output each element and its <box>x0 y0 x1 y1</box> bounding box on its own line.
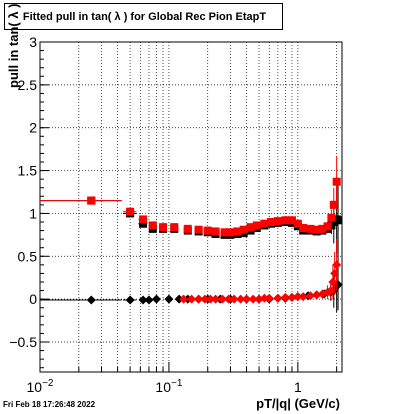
data-point <box>144 295 154 305</box>
data-point <box>159 223 168 232</box>
data-point <box>194 294 204 304</box>
data-point <box>226 228 235 237</box>
y-tick-label: 3 <box>29 34 37 50</box>
data-point <box>281 216 290 225</box>
series-3 <box>179 239 342 304</box>
x-tick-label: 10−2 <box>27 378 54 395</box>
data-point <box>246 223 255 232</box>
data-point <box>298 292 308 302</box>
y-tick-label: 1 <box>29 205 37 221</box>
data-point <box>139 215 148 224</box>
data-marks <box>40 156 343 312</box>
data-point <box>248 294 258 304</box>
data-point <box>203 226 212 235</box>
series-2 <box>40 258 343 312</box>
data-point <box>148 221 157 230</box>
data-point <box>200 294 210 304</box>
data-point <box>312 290 322 300</box>
data-point <box>273 293 283 303</box>
data-point <box>126 207 135 216</box>
y-tick-label: 0 <box>29 291 37 307</box>
x-tick-label: 1 <box>294 379 302 395</box>
chart-title: Fitted pull in tan( λ ) for Global Rec P… <box>22 11 267 23</box>
data-point <box>280 292 290 302</box>
data-point <box>229 294 239 304</box>
data-point <box>211 294 221 304</box>
data-point <box>332 177 341 186</box>
y-tick-label: 1.5 <box>18 163 38 179</box>
x-tick-label: 10−1 <box>155 378 182 395</box>
data-point <box>305 291 315 301</box>
data-point <box>323 222 332 231</box>
data-point <box>151 294 161 304</box>
data-point <box>220 228 229 237</box>
y-tick-label: 2.5 <box>18 77 38 93</box>
data-point <box>267 218 276 226</box>
axis-ticks: 3 2.5 2 1.5 1 0.5 0 −0.5 10−2 10−1 1 <box>9 34 338 395</box>
data-point <box>264 293 274 303</box>
data-point <box>217 294 227 304</box>
data-point <box>170 223 179 232</box>
data-point <box>211 227 220 236</box>
data-point <box>329 200 338 209</box>
y-tick-label: −0.5 <box>9 334 37 350</box>
data-point <box>299 224 308 232</box>
data-point <box>239 225 248 234</box>
data-point <box>332 260 342 270</box>
data-point <box>205 294 215 304</box>
plot-frame <box>39 41 343 373</box>
data-point <box>125 295 135 305</box>
data-point <box>87 196 96 205</box>
data-point <box>327 213 336 222</box>
timestamp: Fri Feb 18 17:26:48 2022 <box>3 400 96 409</box>
y-axis-label: pull in tan( λ ) <box>6 3 21 89</box>
data-point <box>86 295 96 305</box>
data-point <box>318 224 327 233</box>
y-tick-label: 0.5 <box>18 248 38 264</box>
data-point <box>287 216 296 225</box>
grid-lines <box>39 41 342 372</box>
data-point <box>164 294 174 304</box>
data-point <box>260 219 269 228</box>
data-point <box>273 217 282 226</box>
series-1 <box>40 156 341 237</box>
data-point <box>139 219 148 228</box>
chart-title-box: Fitted pull in tan( λ ) for Global Rec P… <box>4 3 283 30</box>
data-point <box>187 294 197 304</box>
data-point <box>312 225 321 234</box>
data-point <box>233 227 242 236</box>
data-point <box>242 294 252 304</box>
data-point <box>293 219 302 228</box>
x-axis-label: pT/|q| (GeV/c) <box>256 396 340 411</box>
data-point <box>179 294 189 304</box>
data-point <box>334 216 343 225</box>
data-point <box>306 224 315 233</box>
data-point <box>194 225 203 234</box>
data-point <box>293 292 303 302</box>
data-point <box>259 293 269 303</box>
data-point <box>236 294 246 304</box>
data-point <box>287 292 297 302</box>
data-point <box>138 295 148 305</box>
data-point <box>252 221 261 230</box>
data-point <box>224 294 234 304</box>
y-tick-label: 2 <box>29 120 37 136</box>
data-point <box>183 224 192 233</box>
